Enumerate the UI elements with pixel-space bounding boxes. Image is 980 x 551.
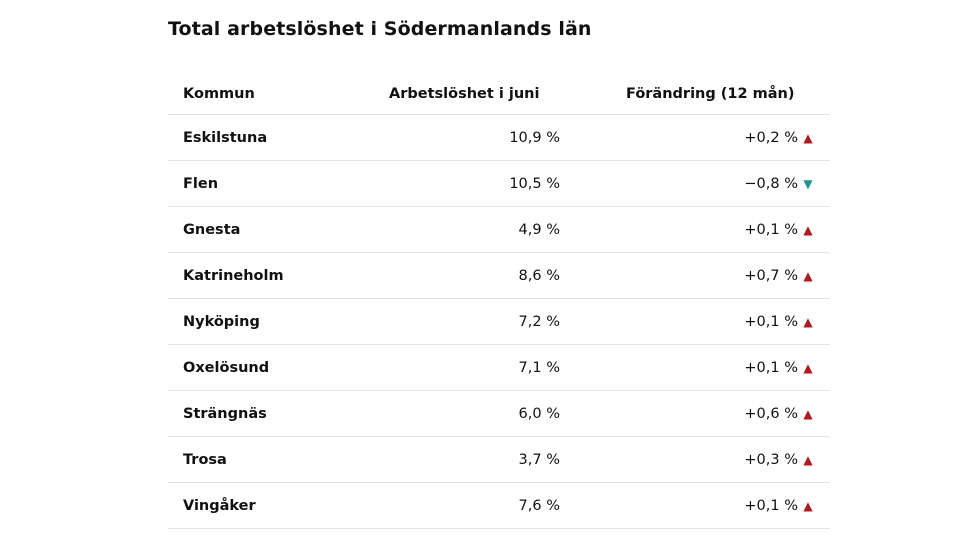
arrow-up-icon: ▲ [803, 222, 813, 237]
cell-kommun: Katrineholm [168, 252, 389, 299]
header-forandring: Förändring (12 mån) [626, 74, 830, 115]
cell-forandring: −0,8 % ▼ [626, 160, 830, 207]
cell-kommun: Eskilstuna [168, 114, 389, 161]
forandring-value: +0,1 % [744, 313, 798, 330]
cell-arbetsloshet: 7,6 % [389, 482, 626, 529]
arrow-up-icon: ▲ [803, 268, 813, 283]
cell-forandring: +0,1 % ▲ [626, 298, 830, 345]
table-row: Flen 10,5 % −0,8 % ▼ [168, 160, 830, 207]
table-row: Trosa 3,7 % +0,3 % ▲ [168, 436, 830, 483]
cell-arbetsloshet: 7,2 % [389, 298, 626, 345]
forandring-value: −0,8 % [744, 175, 798, 192]
cell-forandring: +0,1 % ▲ [626, 344, 830, 391]
forandring-value: +0,6 % [744, 405, 798, 422]
header-arbetsloshet: Arbetslöshet i juni [389, 74, 626, 115]
arrow-up-icon: ▲ [803, 406, 813, 421]
cell-kommun: Nyköping [168, 298, 389, 345]
arbetsloshet-value: 4,9 % [518, 221, 560, 238]
arrow-up-icon: ▲ [803, 498, 813, 513]
table-row: Vingåker 7,6 % +0,1 % ▲ [168, 482, 830, 529]
table-row: Oxelösund 7,1 % +0,1 % ▲ [168, 344, 830, 391]
arrow-up-icon: ▲ [803, 360, 813, 375]
forandring-value: +0,1 % [744, 221, 798, 238]
cell-arbetsloshet: 4,9 % [389, 206, 626, 253]
forandring-value: +0,1 % [744, 359, 798, 376]
arbetsloshet-value: 7,2 % [518, 313, 560, 330]
arrow-down-icon: ▼ [803, 176, 813, 191]
arrow-up-icon: ▲ [803, 130, 813, 145]
cell-arbetsloshet: 8,6 % [389, 252, 626, 299]
cell-arbetsloshet: 3,7 % [389, 436, 626, 483]
cell-arbetsloshet: 10,9 % [389, 114, 626, 161]
header-row: Kommun Arbetslöshet i juni Förändring (1… [168, 74, 830, 115]
cell-forandring: +0,1 % ▲ [626, 482, 830, 529]
arbetsloshet-value: 3,7 % [518, 451, 560, 468]
cell-kommun: Strängnäs [168, 390, 389, 437]
cell-kommun: Flen [168, 160, 389, 207]
arbetsloshet-value: 10,9 % [509, 129, 560, 146]
cell-kommun: Trosa [168, 436, 389, 483]
cell-kommun: Gnesta [168, 206, 389, 253]
cell-forandring: +0,7 % ▲ [626, 252, 830, 299]
table-row: Katrineholm 8,6 % +0,7 % ▲ [168, 252, 830, 299]
table-row: Nyköping 7,2 % +0,1 % ▲ [168, 298, 830, 345]
cell-kommun: Vingåker [168, 482, 389, 529]
arrow-up-icon: ▲ [803, 452, 813, 467]
forandring-value: +0,1 % [744, 497, 798, 514]
cell-forandring: +0,6 % ▲ [626, 390, 830, 437]
arbetsloshet-value: 6,0 % [518, 405, 560, 422]
arbetsloshet-value: 7,6 % [518, 497, 560, 514]
cell-forandring: +0,1 % ▲ [626, 206, 830, 253]
arbetsloshet-value: 7,1 % [518, 359, 560, 376]
arbetsloshet-value: 10,5 % [509, 175, 560, 192]
unemployment-table: Kommun Arbetslöshet i juni Förändring (1… [168, 74, 830, 529]
cell-arbetsloshet: 7,1 % [389, 344, 626, 391]
header-kommun: Kommun [168, 74, 389, 115]
table-container: Total arbetslöshet i Södermanlands län K… [168, 14, 830, 529]
forandring-value: +0,2 % [744, 129, 798, 146]
cell-kommun: Oxelösund [168, 344, 389, 391]
table-title: Total arbetslöshet i Södermanlands län [168, 18, 592, 40]
arbetsloshet-value: 8,6 % [518, 267, 560, 284]
table-row: Gnesta 4,9 % +0,1 % ▲ [168, 206, 830, 253]
forandring-value: +0,7 % [744, 267, 798, 284]
cell-arbetsloshet: 10,5 % [389, 160, 626, 207]
cell-forandring: +0,3 % ▲ [626, 436, 830, 483]
cell-arbetsloshet: 6,0 % [389, 390, 626, 437]
table-row: Strängnäs 6,0 % +0,6 % ▲ [168, 390, 830, 437]
table-row: Eskilstuna 10,9 % +0,2 % ▲ [168, 114, 830, 161]
arrow-up-icon: ▲ [803, 314, 813, 329]
table-body: Eskilstuna 10,9 % +0,2 % ▲ Flen 10,5 % −0,8 % ▼… [168, 114, 830, 529]
forandring-value: +0,3 % [744, 451, 798, 468]
cell-forandring: +0,2 % ▲ [626, 114, 830, 161]
